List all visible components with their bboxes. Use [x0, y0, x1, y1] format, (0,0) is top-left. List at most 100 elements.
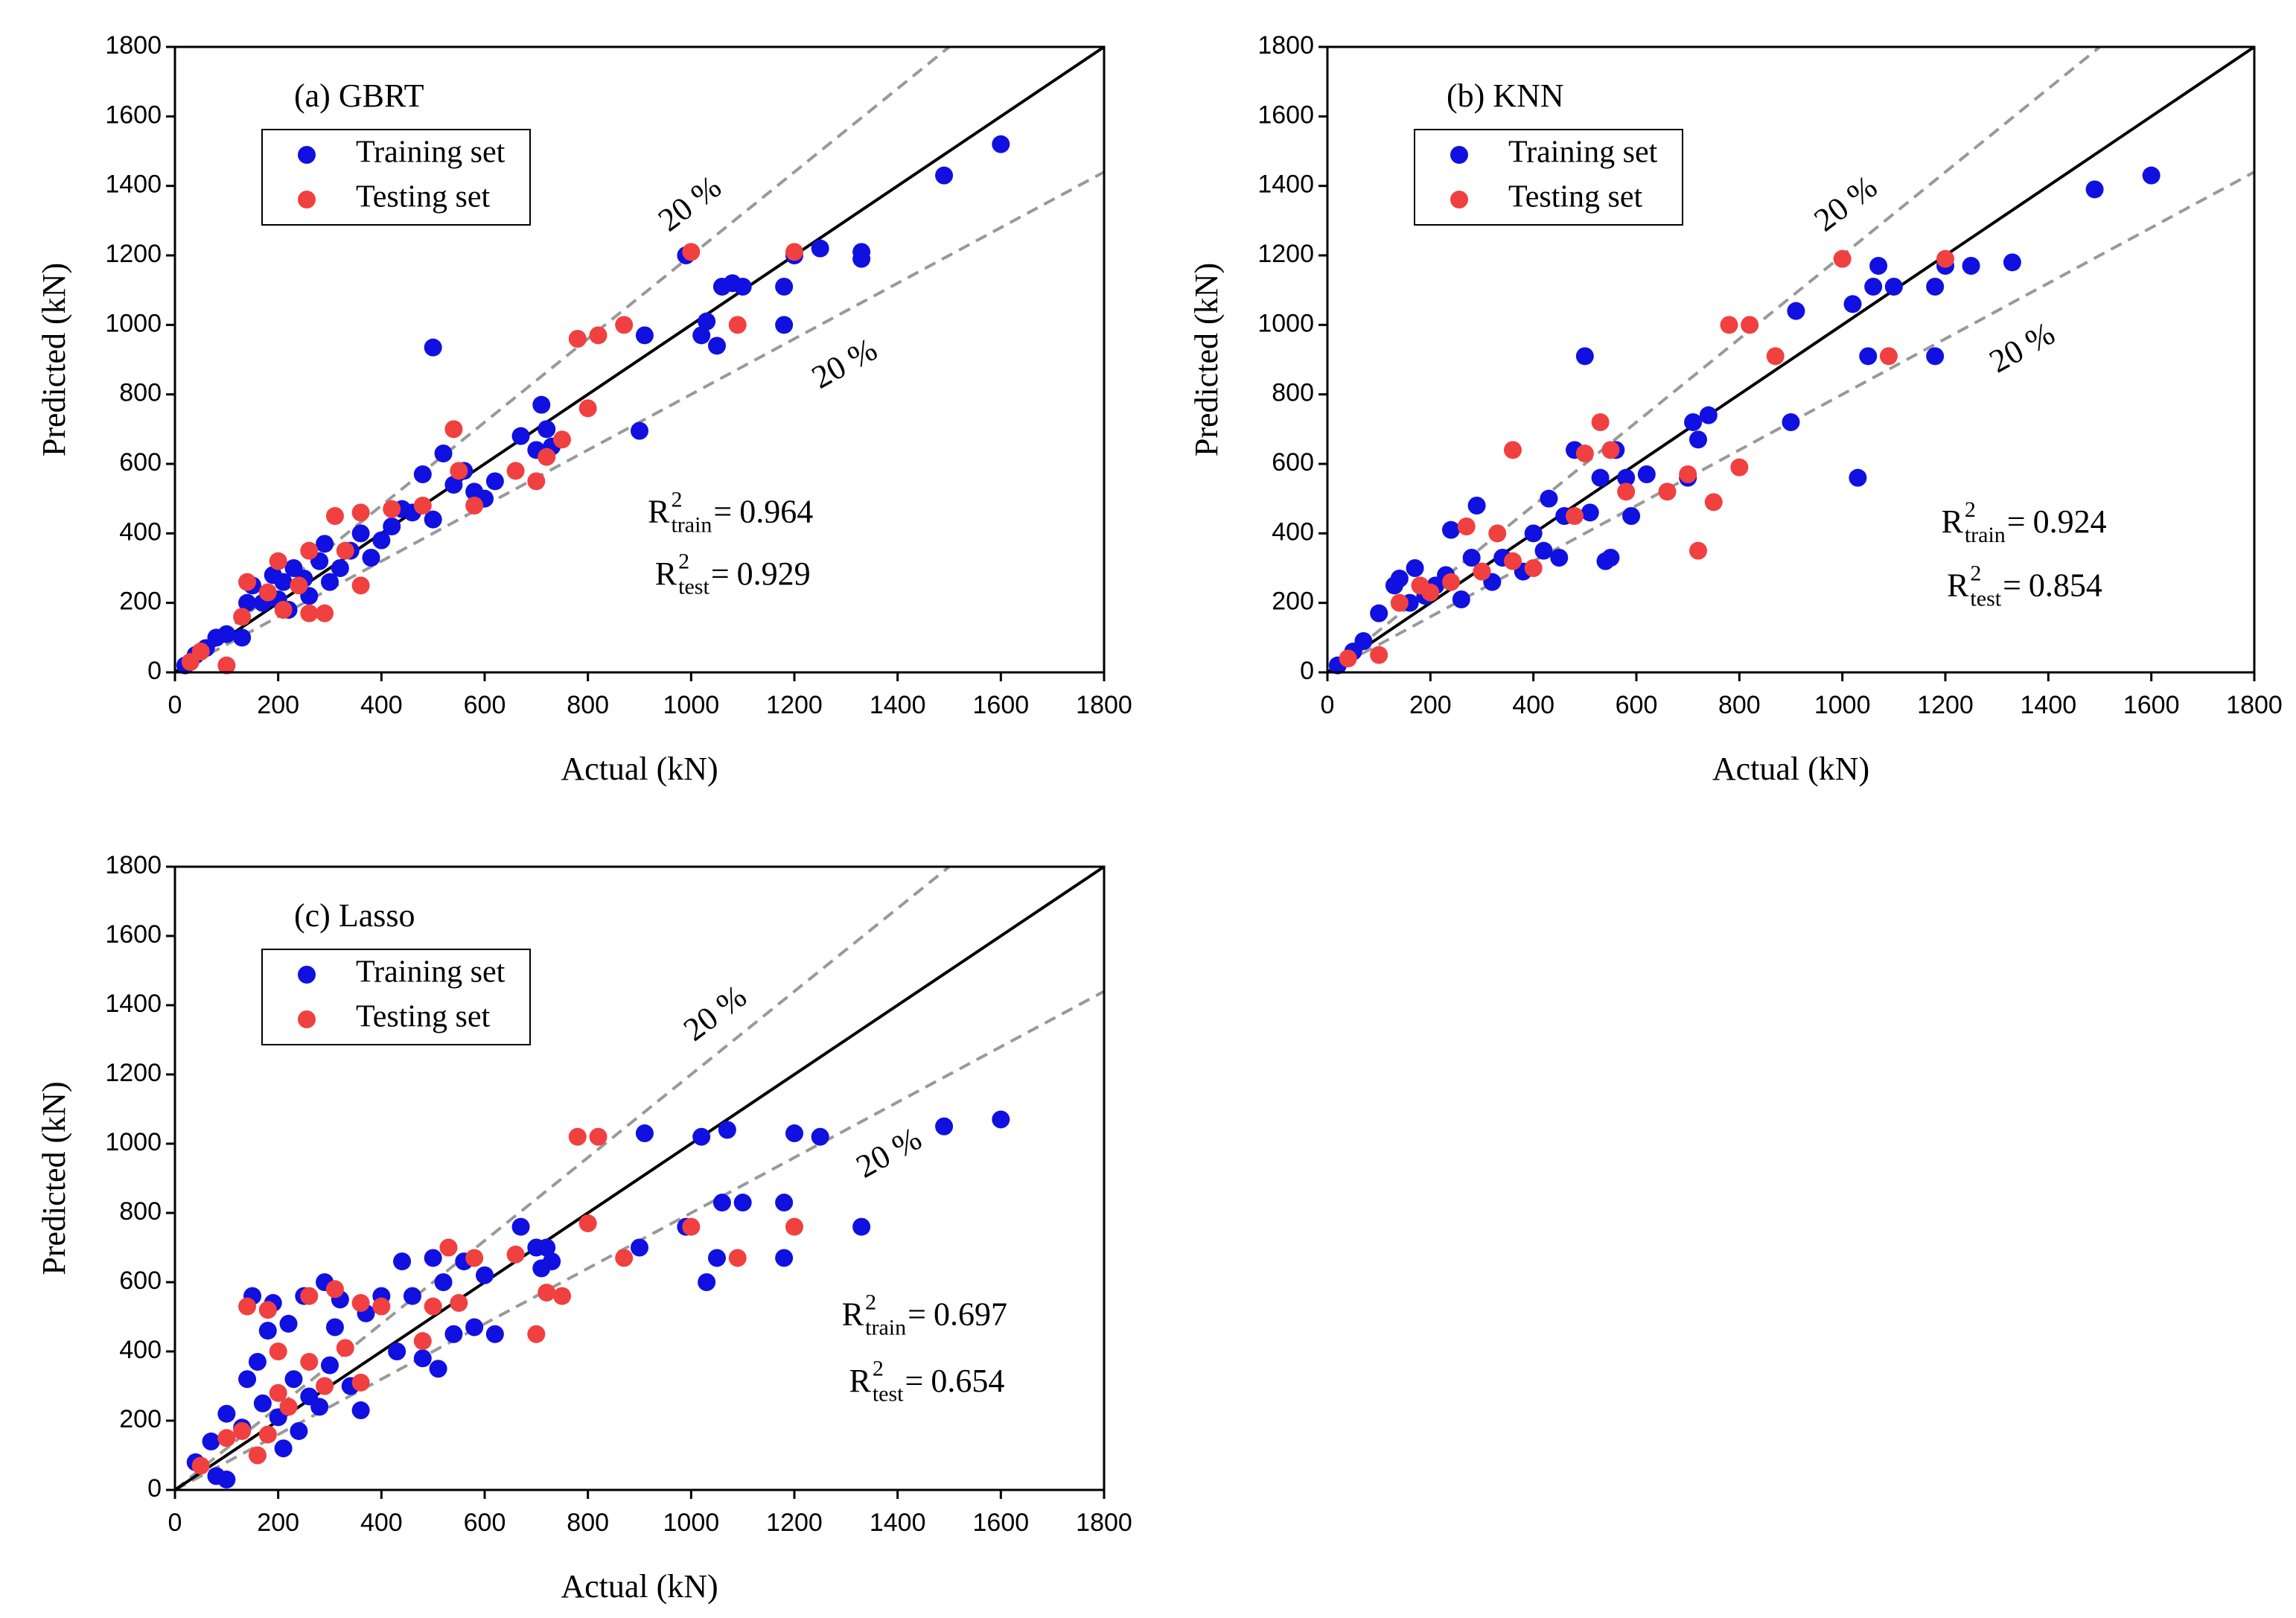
y-tick-label: 1000: [1257, 309, 1314, 337]
point: [362, 549, 380, 567]
x-tick-label: 1200: [1917, 691, 1974, 719]
point: [852, 1217, 871, 1236]
stat-symbol: R: [849, 1363, 871, 1399]
y-tick-label: 1600: [105, 920, 162, 949]
point: [1575, 445, 1594, 462]
point: [372, 531, 391, 550]
point: [485, 1325, 504, 1343]
y-axis-label: Predicted (kN): [36, 1081, 72, 1275]
point: [785, 243, 803, 261]
point: [1884, 278, 1903, 296]
y-tick-label: 1800: [1257, 31, 1314, 60]
x-tick-label: 1600: [973, 1509, 1030, 1537]
point: [1462, 549, 1481, 567]
point: [233, 628, 252, 647]
legend-box: [261, 129, 531, 226]
annotation: 20 %: [1808, 168, 1884, 238]
x-tick-label: 800: [567, 1509, 609, 1537]
legend-box: [261, 949, 531, 1045]
point: [538, 448, 556, 466]
point: [692, 1127, 711, 1146]
point: [1566, 507, 1584, 525]
point: [775, 1194, 794, 1212]
x-tick-label: 1400: [870, 1509, 926, 1537]
point: [589, 1127, 608, 1146]
point: [253, 1394, 272, 1412]
point: [1787, 302, 1805, 320]
point: [733, 1194, 752, 1212]
point: [300, 541, 319, 560]
point: [1689, 541, 1707, 560]
point: [708, 1249, 726, 1267]
point: [1849, 468, 1867, 487]
annotation: 20 %: [850, 1120, 928, 1185]
point: [300, 1287, 319, 1305]
plot-frame: [173, 865, 1106, 1491]
y-tick-label: 800: [1272, 379, 1314, 407]
point: [2142, 166, 2161, 185]
x-tick-label: 400: [360, 691, 403, 719]
point: [1637, 465, 1656, 483]
point: [439, 1238, 458, 1257]
point: [1601, 549, 1620, 567]
point: [733, 278, 752, 296]
point: [728, 1249, 747, 1267]
point: [316, 535, 334, 553]
point: [538, 420, 556, 439]
point: [217, 1471, 236, 1489]
point: [351, 1373, 370, 1392]
point: [316, 1377, 334, 1395]
legend-label: Training set: [356, 136, 506, 170]
stat-power: 2: [873, 1357, 884, 1381]
point: [434, 1273, 453, 1291]
stat-subscript: test: [678, 575, 709, 599]
stat-relation: =: [713, 494, 732, 530]
point: [351, 1293, 370, 1312]
point: [538, 1238, 556, 1257]
point: [217, 1429, 236, 1447]
stat-power: 2: [1970, 561, 1981, 585]
x-tick-label: 1600: [973, 691, 1030, 719]
x-tick-label: 1200: [766, 1509, 823, 1537]
x-tick-label: 1200: [766, 691, 823, 719]
x-tick-label: 1800: [1076, 691, 1132, 719]
stat-relation: =: [2007, 503, 2026, 540]
point: [1926, 347, 1945, 366]
point: [1879, 347, 1898, 366]
point: [465, 1249, 484, 1267]
point: [321, 1356, 339, 1375]
y-tick-label: 1600: [1257, 101, 1314, 129]
point: [1617, 482, 1636, 501]
point: [238, 573, 257, 591]
point: [1467, 497, 1486, 515]
point: [450, 1293, 468, 1312]
point: [615, 1249, 634, 1267]
legend-marker: [298, 146, 316, 164]
x-tick-label: 1000: [1814, 691, 1871, 719]
point: [682, 243, 701, 261]
y-tick-label: 800: [119, 1197, 162, 1226]
point: [1504, 441, 1522, 459]
point: [1390, 570, 1409, 587]
point: [403, 1287, 421, 1305]
y-axis-label: Predicted (kN): [36, 263, 72, 456]
point: [511, 1217, 530, 1236]
point: [785, 1217, 803, 1236]
y-tick-label: 400: [119, 517, 162, 546]
point: [1699, 406, 1718, 424]
y-axis-label: Predicted (kN): [1188, 263, 1225, 456]
point: [336, 1339, 354, 1357]
point: [635, 1124, 654, 1143]
point: [413, 1349, 432, 1368]
point: [1473, 562, 1491, 581]
point: [238, 1370, 257, 1389]
point: [506, 462, 525, 480]
point: [1591, 468, 1610, 487]
stat-symbol: R: [648, 494, 670, 530]
y-tick-label: 1000: [105, 1128, 162, 1156]
point: [1601, 441, 1620, 459]
point: [1339, 649, 1357, 668]
stat-subscript: train: [671, 512, 712, 537]
point: [413, 1332, 432, 1351]
legend-marker: [1450, 191, 1468, 208]
